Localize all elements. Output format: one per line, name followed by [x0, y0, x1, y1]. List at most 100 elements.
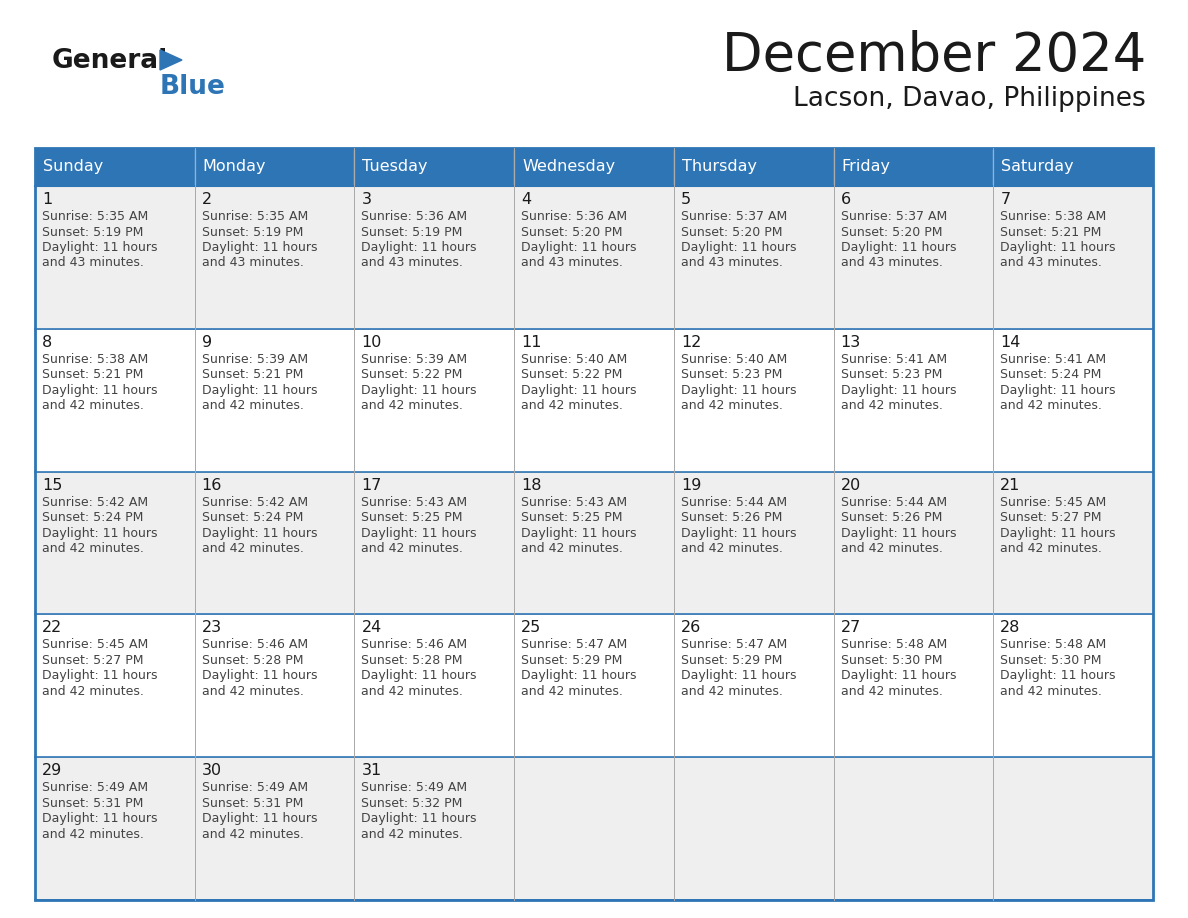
- Bar: [195, 472, 354, 614]
- Bar: [993, 614, 1154, 757]
- Text: Saturday: Saturday: [1001, 160, 1074, 174]
- Text: and 42 minutes.: and 42 minutes.: [1000, 543, 1102, 555]
- Text: Sunrise: 5:40 AM: Sunrise: 5:40 AM: [681, 353, 788, 365]
- Bar: [674, 757, 834, 900]
- Text: 19: 19: [681, 477, 701, 493]
- Text: 30: 30: [202, 763, 222, 778]
- Text: and 42 minutes.: and 42 minutes.: [1000, 399, 1102, 412]
- Text: December 2024: December 2024: [722, 30, 1146, 82]
- Text: 13: 13: [841, 335, 861, 350]
- Text: Sunrise: 5:39 AM: Sunrise: 5:39 AM: [361, 353, 468, 365]
- Text: Sunset: 5:26 PM: Sunset: 5:26 PM: [681, 511, 782, 524]
- Text: Daylight: 11 hours: Daylight: 11 hours: [42, 669, 158, 682]
- Text: 10: 10: [361, 335, 381, 350]
- Bar: [834, 472, 993, 614]
- Text: General: General: [52, 48, 169, 74]
- Text: 22: 22: [42, 621, 62, 635]
- Text: and 42 minutes.: and 42 minutes.: [841, 399, 942, 412]
- Text: Blue: Blue: [160, 74, 226, 100]
- Bar: [34, 148, 1154, 900]
- Text: Sunset: 5:29 PM: Sunset: 5:29 PM: [522, 654, 623, 666]
- Text: Daylight: 11 hours: Daylight: 11 hours: [42, 384, 158, 397]
- Text: Sunrise: 5:48 AM: Sunrise: 5:48 AM: [1000, 638, 1106, 652]
- Text: Sunset: 5:20 PM: Sunset: 5:20 PM: [522, 226, 623, 239]
- Text: and 42 minutes.: and 42 minutes.: [681, 543, 783, 555]
- Text: 31: 31: [361, 763, 381, 778]
- Text: Daylight: 11 hours: Daylight: 11 hours: [42, 812, 158, 825]
- Bar: [34, 186, 195, 329]
- Text: Sunrise: 5:43 AM: Sunrise: 5:43 AM: [522, 496, 627, 509]
- Text: Sunset: 5:19 PM: Sunset: 5:19 PM: [361, 226, 463, 239]
- Bar: [34, 329, 195, 472]
- Text: Daylight: 11 hours: Daylight: 11 hours: [42, 241, 158, 254]
- Text: and 43 minutes.: and 43 minutes.: [1000, 256, 1102, 270]
- Bar: [195, 614, 354, 757]
- Text: and 42 minutes.: and 42 minutes.: [1000, 685, 1102, 698]
- Text: Sunset: 5:19 PM: Sunset: 5:19 PM: [202, 226, 303, 239]
- Bar: [195, 186, 354, 329]
- Text: Daylight: 11 hours: Daylight: 11 hours: [361, 527, 476, 540]
- Text: Wednesday: Wednesday: [523, 160, 615, 174]
- Text: 20: 20: [841, 477, 861, 493]
- Bar: [354, 472, 514, 614]
- Text: and 42 minutes.: and 42 minutes.: [522, 685, 623, 698]
- Text: Sunrise: 5:36 AM: Sunrise: 5:36 AM: [522, 210, 627, 223]
- Text: Sunrise: 5:47 AM: Sunrise: 5:47 AM: [681, 638, 788, 652]
- Bar: [354, 614, 514, 757]
- Text: Sunset: 5:24 PM: Sunset: 5:24 PM: [202, 511, 303, 524]
- Text: Daylight: 11 hours: Daylight: 11 hours: [681, 669, 796, 682]
- Text: 18: 18: [522, 477, 542, 493]
- Text: Daylight: 11 hours: Daylight: 11 hours: [522, 384, 637, 397]
- Text: Sunset: 5:30 PM: Sunset: 5:30 PM: [1000, 654, 1101, 666]
- Text: 7: 7: [1000, 192, 1011, 207]
- Text: Sunrise: 5:43 AM: Sunrise: 5:43 AM: [361, 496, 468, 509]
- Text: Sunset: 5:20 PM: Sunset: 5:20 PM: [841, 226, 942, 239]
- Text: Sunset: 5:24 PM: Sunset: 5:24 PM: [1000, 368, 1101, 381]
- Text: Daylight: 11 hours: Daylight: 11 hours: [1000, 241, 1116, 254]
- Bar: [195, 757, 354, 900]
- Text: 26: 26: [681, 621, 701, 635]
- Text: Sunrise: 5:38 AM: Sunrise: 5:38 AM: [1000, 210, 1106, 223]
- Text: 27: 27: [841, 621, 861, 635]
- Text: Sunset: 5:27 PM: Sunset: 5:27 PM: [42, 654, 144, 666]
- Text: Tuesday: Tuesday: [362, 160, 428, 174]
- Bar: [34, 472, 195, 614]
- Text: Sunset: 5:22 PM: Sunset: 5:22 PM: [522, 368, 623, 381]
- Text: and 42 minutes.: and 42 minutes.: [681, 399, 783, 412]
- Bar: [514, 329, 674, 472]
- Text: Daylight: 11 hours: Daylight: 11 hours: [361, 384, 476, 397]
- Text: Daylight: 11 hours: Daylight: 11 hours: [361, 669, 476, 682]
- Text: and 42 minutes.: and 42 minutes.: [42, 543, 144, 555]
- Text: Daylight: 11 hours: Daylight: 11 hours: [361, 812, 476, 825]
- Text: Sunrise: 5:47 AM: Sunrise: 5:47 AM: [522, 638, 627, 652]
- Text: Sunset: 5:21 PM: Sunset: 5:21 PM: [202, 368, 303, 381]
- Bar: [514, 757, 674, 900]
- Bar: [834, 614, 993, 757]
- Text: and 43 minutes.: and 43 minutes.: [522, 256, 623, 270]
- Text: 28: 28: [1000, 621, 1020, 635]
- Bar: [514, 148, 674, 186]
- Text: Sunrise: 5:49 AM: Sunrise: 5:49 AM: [202, 781, 308, 794]
- Text: Daylight: 11 hours: Daylight: 11 hours: [1000, 527, 1116, 540]
- Text: Sunrise: 5:46 AM: Sunrise: 5:46 AM: [202, 638, 308, 652]
- Text: Sunset: 5:28 PM: Sunset: 5:28 PM: [202, 654, 303, 666]
- Text: Daylight: 11 hours: Daylight: 11 hours: [681, 527, 796, 540]
- Text: 24: 24: [361, 621, 381, 635]
- Text: Daylight: 11 hours: Daylight: 11 hours: [42, 527, 158, 540]
- Text: Sunset: 5:31 PM: Sunset: 5:31 PM: [42, 797, 144, 810]
- Bar: [834, 757, 993, 900]
- Bar: [674, 329, 834, 472]
- Text: Sunset: 5:20 PM: Sunset: 5:20 PM: [681, 226, 783, 239]
- Text: Daylight: 11 hours: Daylight: 11 hours: [681, 384, 796, 397]
- Text: Lacson, Davao, Philippines: Lacson, Davao, Philippines: [794, 86, 1146, 112]
- Text: 1: 1: [42, 192, 52, 207]
- Text: Monday: Monday: [203, 160, 266, 174]
- Bar: [514, 472, 674, 614]
- Bar: [354, 757, 514, 900]
- Bar: [993, 472, 1154, 614]
- Text: and 42 minutes.: and 42 minutes.: [42, 685, 144, 698]
- Text: and 42 minutes.: and 42 minutes.: [361, 828, 463, 841]
- Text: and 43 minutes.: and 43 minutes.: [42, 256, 144, 270]
- Text: and 42 minutes.: and 42 minutes.: [202, 399, 304, 412]
- Text: and 42 minutes.: and 42 minutes.: [42, 828, 144, 841]
